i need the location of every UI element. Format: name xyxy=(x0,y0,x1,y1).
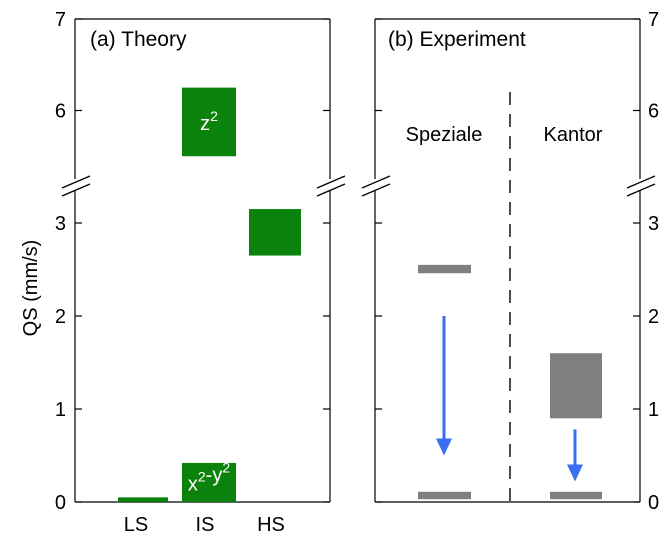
panel-a: (a) Theory QS (mm/s) 0 1 2 3 6 7 x2-y2 z2 LS IS… xyxy=(20,9,331,536)
y-ticks-b: 0 1 2 3 6 7 xyxy=(375,9,659,514)
x-category-is: IS xyxy=(196,514,215,536)
x-category-ls: LS xyxy=(124,514,148,536)
y-ticks-a: 0 1 2 3 6 7 xyxy=(55,9,330,514)
x-category-hs: HS xyxy=(257,514,285,536)
break-mark-b-right-1 xyxy=(626,175,656,189)
y-tick-label-b: 2 xyxy=(648,306,659,328)
break-mark-b-left-1 xyxy=(361,175,391,189)
theory-bar-is-2 xyxy=(182,87,236,157)
y-tick-label-b: 1 xyxy=(648,399,659,421)
x-categories-a: LS IS HS xyxy=(124,514,285,536)
break-mark-a-right-2 xyxy=(316,183,346,197)
experiment-bars xyxy=(418,264,602,500)
panel-b-label: (b) Experiment xyxy=(388,28,526,51)
experiment-bar-kantor-3 xyxy=(550,491,602,500)
axis-break-marks xyxy=(61,175,656,197)
experiment-bar-kantor-2 xyxy=(550,353,602,419)
break-mark-b-right-2 xyxy=(626,183,656,197)
experiment-arrows xyxy=(436,316,583,482)
y-tick-label-b: 3 xyxy=(648,213,659,235)
y-tick-label-a: 0 xyxy=(55,492,66,514)
theory-bar-is-1 xyxy=(182,462,236,502)
column-label-kantor: Kantor xyxy=(544,124,603,146)
experiment-bar-speziale-0 xyxy=(418,264,471,274)
column-labels-b: Speziale Kantor xyxy=(406,124,603,146)
shift-arrow-head-kantor xyxy=(567,464,583,482)
y-tick-label-a: 7 xyxy=(55,9,66,31)
theory-bar-ls-0 xyxy=(118,497,168,502)
y-tick-label-b: 0 xyxy=(648,492,659,514)
y-tick-label-a: 6 xyxy=(55,101,66,123)
y-tick-label-a: 2 xyxy=(55,306,66,328)
theory-bar-label-1: x2-y2 xyxy=(188,459,230,495)
y-tick-label-b: 6 xyxy=(648,101,659,123)
theory-bar-hs-3 xyxy=(249,209,301,256)
break-mark-a-left-1 xyxy=(61,175,91,189)
y-axis-label: QS (mm/s) xyxy=(20,240,42,337)
break-mark-a-left-2 xyxy=(61,183,91,197)
shift-arrow-head-speziale xyxy=(436,438,452,456)
column-label-speziale: Speziale xyxy=(406,124,483,146)
experiment-bar-speziale-1 xyxy=(418,491,471,500)
theory-bar-label-2: z2 xyxy=(200,108,218,135)
y-tick-label-a: 3 xyxy=(55,213,66,235)
y-tick-label-b: 7 xyxy=(648,9,659,31)
panel-b: (b) Experiment 0 1 2 3 6 7 Speziale Kantor xyxy=(374,9,659,514)
theory-bars: x2-y2 z2 xyxy=(118,87,301,502)
panel-a-label: (a) Theory xyxy=(90,28,187,51)
break-mark-b-left-2 xyxy=(361,183,391,197)
y-tick-label-a: 1 xyxy=(55,399,66,421)
break-mark-a-right-1 xyxy=(316,175,346,189)
